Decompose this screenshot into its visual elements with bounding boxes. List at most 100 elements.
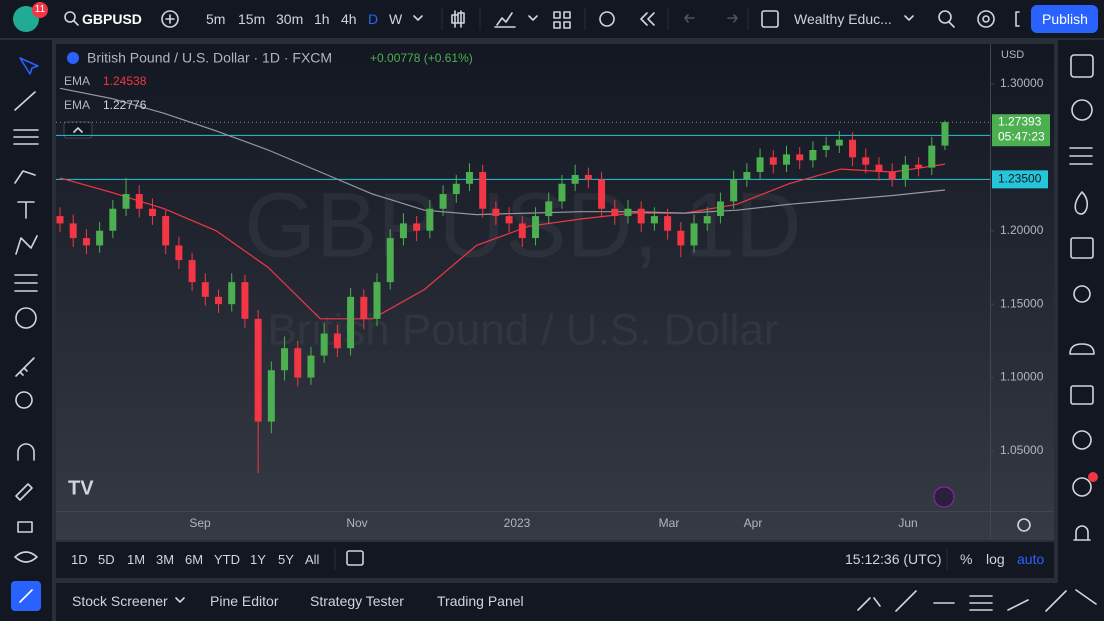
interval-button[interactable]: W xyxy=(389,11,403,27)
candle-body xyxy=(730,179,738,202)
candle-body xyxy=(650,216,658,224)
fib-tool[interactable] xyxy=(13,129,39,145)
collapse-arrow xyxy=(73,127,83,133)
alerts-panel[interactable] xyxy=(1071,99,1093,121)
clock: 15:12:36 (UTC) xyxy=(845,551,942,567)
symbol[interactable]: GBPUSD xyxy=(82,11,142,27)
quick-search[interactable] xyxy=(938,10,952,24)
auto-toggle[interactable]: auto xyxy=(1017,551,1045,567)
interval-button[interactable]: 30m xyxy=(276,11,304,27)
calendar[interactable] xyxy=(1070,237,1094,259)
streams[interactable] xyxy=(1072,477,1092,497)
text-tool[interactable] xyxy=(17,201,35,219)
price-change: +0.00778 (+0.61%) xyxy=(370,51,473,65)
search-icon-handle xyxy=(73,20,79,26)
publish-button[interactable] xyxy=(1031,5,1098,33)
candle-body xyxy=(320,333,328,356)
interval-menu[interactable] xyxy=(413,15,423,21)
trend-line-tool[interactable] xyxy=(14,91,36,111)
data-window[interactable] xyxy=(1069,147,1093,165)
panel-tab[interactable]: Strategy Tester xyxy=(310,593,404,609)
indicator-value: 1.22776 xyxy=(103,98,147,112)
screener-menu[interactable] xyxy=(175,597,185,603)
candle-body xyxy=(162,216,170,246)
range-button[interactable]: 1Y xyxy=(250,552,266,567)
chart-type[interactable] xyxy=(451,10,465,28)
icon-tool[interactable] xyxy=(15,307,37,329)
visibility-tool[interactable] xyxy=(14,551,38,563)
brush-tool[interactable] xyxy=(14,170,36,184)
panel-tools[interactable] xyxy=(857,589,1097,612)
candle-body xyxy=(479,172,487,209)
chart-background xyxy=(56,44,1054,540)
range-button[interactable]: 5Y xyxy=(278,552,294,567)
date-range[interactable] xyxy=(346,550,364,566)
search-icon[interactable] xyxy=(64,11,76,23)
redo[interactable] xyxy=(727,14,738,23)
candle-body xyxy=(518,223,526,239)
symbol-flag xyxy=(67,52,79,64)
hline-tag xyxy=(992,170,1048,189)
interval-button[interactable]: D xyxy=(368,11,379,27)
publish-label[interactable]: Publish xyxy=(1042,11,1088,27)
cursor-tool[interactable] xyxy=(19,57,39,75)
percent-toggle[interactable]: % xyxy=(960,551,973,567)
range-button[interactable]: 3M xyxy=(156,552,175,567)
indicators-menu[interactable] xyxy=(528,15,538,21)
log-toggle[interactable]: log xyxy=(986,551,1005,567)
layout-icon[interactable] xyxy=(761,10,779,28)
draw-mode[interactable] xyxy=(15,483,33,501)
range-button[interactable]: 1D xyxy=(71,552,88,567)
replay[interactable] xyxy=(640,12,655,26)
interval-button[interactable]: 1h xyxy=(314,11,330,27)
candle-body xyxy=(439,194,447,209)
magnet-tool[interactable] xyxy=(17,443,35,461)
range-button[interactable]: 5D xyxy=(98,552,115,567)
fullscreen[interactable] xyxy=(1015,11,1020,27)
layout-name[interactable]: Wealthy Educ... xyxy=(794,11,892,27)
prediction-tool[interactable] xyxy=(14,274,38,292)
bottom-panel xyxy=(56,583,1104,621)
templates[interactable] xyxy=(553,11,571,29)
panel-tab[interactable]: Pine Editor xyxy=(210,593,279,609)
zoom-tool[interactable] xyxy=(15,391,33,409)
panel-tab[interactable]: Trading Panel xyxy=(437,593,524,609)
chats[interactable] xyxy=(1070,385,1094,405)
lock-tool[interactable] xyxy=(17,521,33,533)
ema-line xyxy=(59,87,946,216)
community[interactable] xyxy=(1069,343,1095,355)
help[interactable] xyxy=(1072,430,1092,450)
range-button[interactable]: All xyxy=(305,552,320,567)
indicators-icon[interactable] xyxy=(494,12,516,28)
range-button[interactable]: 6M xyxy=(185,552,204,567)
ruler-tool[interactable] xyxy=(15,357,35,377)
ideas[interactable] xyxy=(1073,285,1091,303)
settings[interactable] xyxy=(977,10,995,28)
add-symbol[interactable] xyxy=(161,10,179,28)
tv-logo: TV xyxy=(68,477,94,499)
candle-body xyxy=(849,139,857,158)
candle-body xyxy=(611,208,619,217)
watchlist[interactable] xyxy=(1070,54,1094,78)
interval-button[interactable]: 5m xyxy=(206,11,226,27)
candle-body xyxy=(690,223,698,246)
undo[interactable] xyxy=(684,14,695,23)
candle-body xyxy=(294,348,302,378)
axis-settings[interactable] xyxy=(1017,518,1031,532)
range-button[interactable]: YTD xyxy=(214,552,240,567)
flash-icon[interactable] xyxy=(933,486,955,508)
notifications[interactable] xyxy=(1073,525,1091,541)
range-button[interactable]: 1M xyxy=(127,552,146,567)
notification-badge[interactable] xyxy=(32,2,48,18)
interval-button[interactable]: 4h xyxy=(341,11,357,27)
hotlists[interactable] xyxy=(1074,191,1089,215)
interval-button[interactable]: 15m xyxy=(238,11,266,27)
layout-menu[interactable] xyxy=(904,15,914,21)
collapse-legend[interactable] xyxy=(63,121,93,139)
panel-tab[interactable]: Stock Screener xyxy=(72,593,168,609)
y-tick-label: 1.30000 xyxy=(1000,76,1044,90)
candle-body xyxy=(637,208,645,224)
candle-body xyxy=(862,157,870,165)
alert[interactable] xyxy=(599,11,615,27)
pattern-tool[interactable] xyxy=(15,235,38,255)
